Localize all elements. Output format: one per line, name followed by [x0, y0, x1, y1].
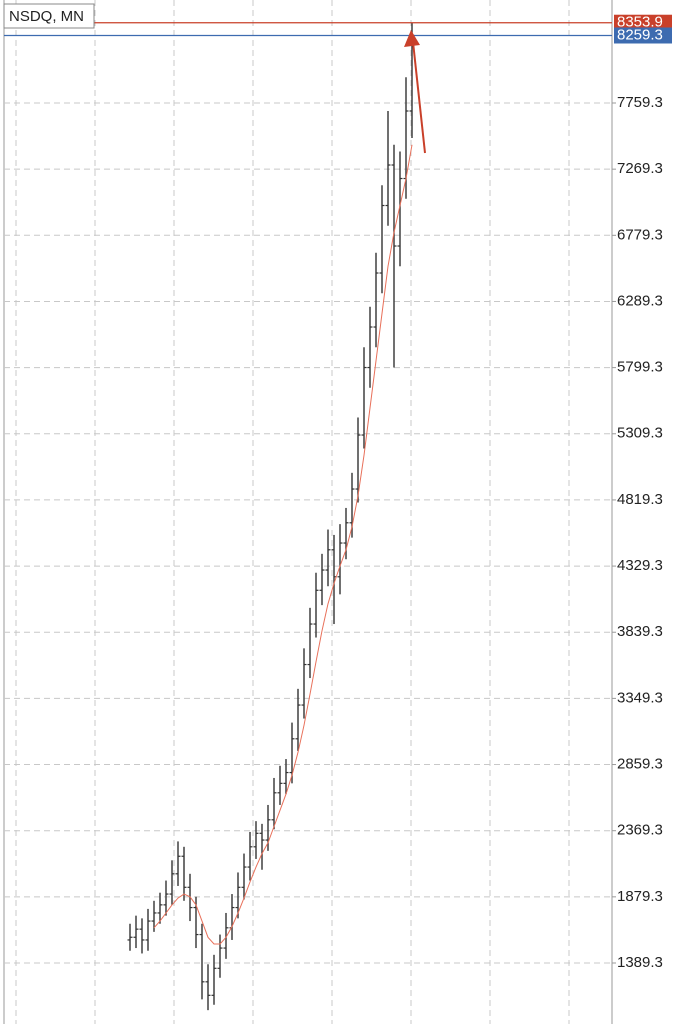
chart-title: NSDQ, MN — [9, 8, 84, 25]
y-tick-label: 3349.3 — [617, 689, 663, 706]
price-label-box — [614, 27, 672, 44]
y-tick-label: 2859.3 — [617, 756, 663, 773]
price-label: 8353.9 — [617, 14, 663, 31]
y-tick-label: 5309.3 — [617, 425, 663, 442]
y-tick-label: 5799.3 — [617, 359, 663, 376]
y-tick-label: 6779.3 — [617, 226, 663, 243]
y-tick-label: 1389.3 — [617, 954, 663, 971]
y-tick-label: 2369.3 — [617, 822, 663, 839]
plot: 1389.3 1879.3 2369.3 2859.3 3349.3 3839.3 4329… — [4, 14, 672, 1011]
y-tick-label: 7269.3 — [617, 160, 663, 177]
y-tick-label: 7759.3 — [617, 94, 663, 111]
title-box — [3, 3, 95, 29]
y-tick-label: 4329.3 — [617, 557, 663, 574]
y-tick-label: 6289.3 — [617, 292, 663, 309]
price-label: 8259.3 — [617, 26, 663, 43]
y-tick-label: 4819.3 — [617, 491, 663, 508]
annotation-arrow — [404, 30, 426, 154]
y-tick-label: 3839.3 — [617, 623, 663, 640]
y-tick-label: 1879.3 — [617, 888, 663, 905]
vertical-grid — [15, 0, 570, 1024]
moving-average — [153, 144, 413, 945]
price-label-box — [614, 14, 672, 31]
